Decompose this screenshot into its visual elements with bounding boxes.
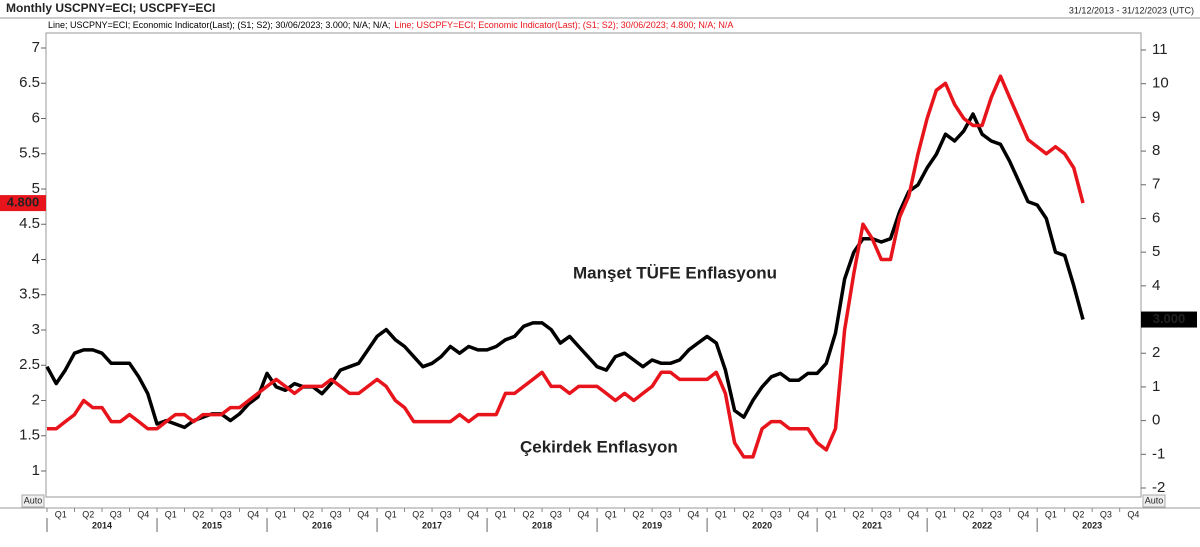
x-tick-label: Q1 — [605, 509, 617, 519]
x-tick-label: Q2 — [1072, 509, 1084, 519]
x-tick-label: Q1 — [385, 509, 397, 519]
year-tick-label: 2015 — [202, 520, 222, 530]
y-tick-label: 2.5 — [19, 356, 40, 373]
y2-tick-label: 2 — [1152, 344, 1160, 361]
y2-tick-label: -2 — [1152, 479, 1165, 496]
x-tick-label: Q2 — [82, 509, 94, 519]
x-tick-label: Q1 — [1045, 509, 1057, 519]
end-label-box — [1141, 311, 1197, 328]
year-tick-label: 2014 — [92, 520, 112, 530]
y-tick-label: 5 — [32, 180, 40, 197]
x-tick-label: Q4 — [357, 509, 369, 519]
x-tick-label: Q2 — [632, 509, 644, 519]
y-tick-label: 3 — [32, 321, 40, 338]
x-tick-label: Q1 — [165, 509, 177, 519]
x-tick-label: Q2 — [962, 509, 974, 519]
y2-tick-label: 10 — [1152, 75, 1169, 92]
y-tick-label: 5.5 — [19, 145, 40, 162]
x-tick-label: Q2 — [852, 509, 864, 519]
x-tick-label: Q4 — [907, 509, 919, 519]
auto-box-right — [1142, 494, 1166, 508]
year-tick-label: 2023 — [1082, 520, 1102, 530]
series-line — [47, 74, 1085, 459]
y2-tick-label: 7 — [1152, 176, 1160, 193]
y2-tick-label: 0 — [1152, 412, 1160, 429]
y-tick-label: 4 — [32, 250, 40, 267]
x-tick-label: Q1 — [55, 509, 67, 519]
y2-tick-label: 5 — [1152, 243, 1160, 260]
x-tick-label: Q3 — [660, 509, 672, 519]
x-tick-label: Q2 — [522, 509, 534, 519]
x-tick-label: Q1 — [495, 509, 507, 519]
y2-tick-label: 4 — [1152, 277, 1160, 294]
x-tick-label: Q4 — [467, 509, 479, 519]
x-tick-label: Q3 — [990, 509, 1002, 519]
plot-frame — [45, 32, 1142, 498]
x-tick-label: Q3 — [1100, 509, 1112, 519]
x-tick-label: Q4 — [1127, 509, 1139, 519]
year-tick-label: 2016 — [312, 520, 332, 530]
x-tick-label: Q2 — [192, 509, 204, 519]
x-tick-label: Q1 — [935, 509, 947, 519]
year-tick-label: 2020 — [752, 520, 772, 530]
x-tick-label: Q3 — [220, 509, 232, 519]
end-label: 4.800 — [7, 195, 40, 210]
legend-entry-text: Line; USCPNY=ECI; Economic Indicator(Las… — [48, 20, 390, 30]
x-tick-label: Q3 — [110, 509, 122, 519]
date-range: 31/12/2013 - 31/12/2023 (UTC) — [1069, 5, 1194, 15]
y-tick-label: 7 — [32, 39, 40, 56]
auto-box-left — [21, 494, 45, 508]
end-label: 3.000 — [1153, 311, 1186, 326]
legend-entry-text: Line; USCPFY=ECI; Economic Indicator(Las… — [394, 20, 733, 30]
y-tick-label: 6 — [32, 109, 40, 126]
x-tick-label: Q2 — [742, 509, 754, 519]
x-tick-label: Q3 — [550, 509, 562, 519]
x-tick-label: Q4 — [687, 509, 699, 519]
x-tick-label: Q3 — [330, 509, 342, 519]
annotation: Manşet TÜFE Enflasyonu — [573, 263, 777, 282]
x-tick-label: Q1 — [715, 509, 727, 519]
x-tick-label: Q4 — [1017, 509, 1029, 519]
axis-mode-right: Auto — [1145, 495, 1164, 505]
x-tick-label: Q4 — [797, 509, 809, 519]
y-tick-label: 4.5 — [19, 215, 40, 232]
y-tick-label: 1.5 — [19, 427, 40, 444]
x-tick-label: Q3 — [880, 509, 892, 519]
x-tick-label: Q4 — [577, 509, 589, 519]
end-label-box — [0, 195, 46, 212]
y2-tick-label: 9 — [1152, 108, 1160, 125]
x-tick-label: Q3 — [440, 509, 452, 519]
y-tick-label: 3.5 — [19, 286, 40, 303]
chart-title: Monthly USCPNY=ECI; USCPFY=ECI — [6, 1, 215, 15]
y2-tick-label: 11 — [1152, 41, 1168, 58]
y2-tick-label: -1 — [1152, 445, 1165, 462]
y2-tick-label: 8 — [1152, 142, 1160, 159]
year-tick-label: 2019 — [642, 520, 662, 530]
y-tick-label: 1 — [32, 462, 40, 479]
x-tick-label: Q4 — [137, 509, 149, 519]
annotation: Çekirdek Enflasyon — [520, 437, 678, 456]
x-tick-label: Q2 — [302, 509, 314, 519]
y2-tick-label: 1 — [1152, 378, 1160, 395]
year-tick-label: 2021 — [862, 520, 882, 530]
axis-mode-left: Auto — [24, 495, 43, 505]
y2-tick-label: 6 — [1152, 209, 1160, 226]
year-tick-label: 2022 — [972, 520, 992, 530]
x-tick-label: Q3 — [770, 509, 782, 519]
legend-entry: Line; USCPNY=ECI; Economic Indicator(Las… — [48, 20, 733, 30]
x-tick-label: Q2 — [412, 509, 424, 519]
y-tick-label: 6.5 — [19, 74, 40, 91]
x-tick-label: Q4 — [247, 509, 259, 519]
x-tick-label: Q1 — [825, 509, 837, 519]
x-tick-label: Q1 — [275, 509, 287, 519]
y-tick-label: 2 — [32, 391, 40, 408]
year-tick-label: 2017 — [422, 520, 442, 530]
year-tick-label: 2018 — [532, 520, 552, 530]
